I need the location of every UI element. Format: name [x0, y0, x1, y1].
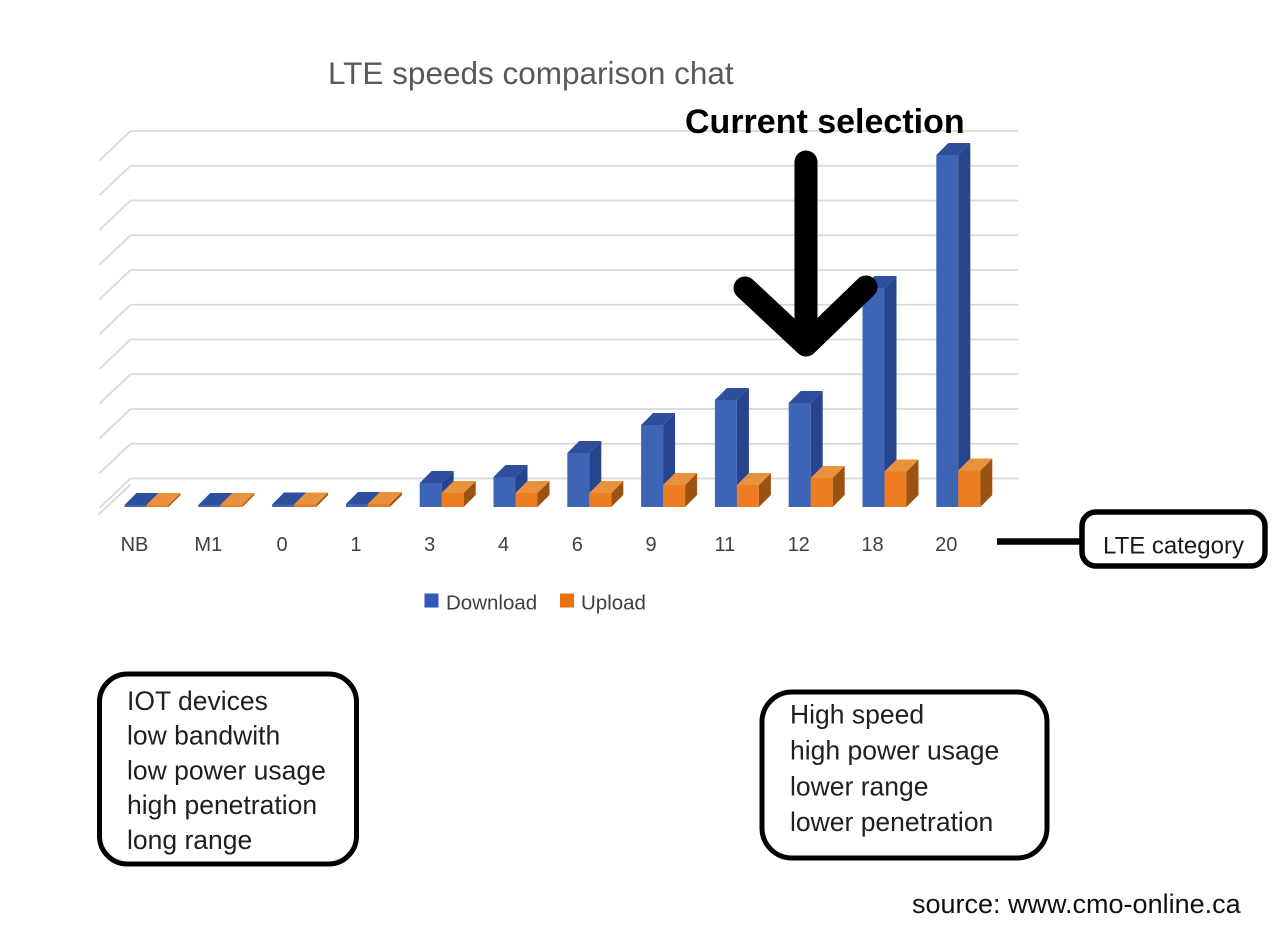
svg-text:LTE speeds comparison chat: LTE speeds comparison chat	[328, 55, 734, 91]
svg-text:low power usage: low power usage	[127, 755, 326, 785]
svg-text:source: www.cmo-online.ca: source: www.cmo-online.ca	[912, 889, 1242, 919]
svg-text:Current selection: Current selection	[685, 103, 965, 141]
svg-text:12: 12	[788, 534, 810, 556]
svg-text:18: 18	[861, 534, 883, 556]
svg-text:NB: NB	[121, 534, 149, 556]
svg-text:0: 0	[277, 534, 288, 556]
svg-text:3: 3	[424, 534, 435, 556]
svg-text:9: 9	[646, 534, 657, 556]
svg-text:lower penetration: lower penetration	[790, 807, 993, 837]
svg-text:M1: M1	[194, 534, 222, 556]
svg-text:high penetration: high penetration	[127, 790, 317, 820]
svg-text:11: 11	[715, 534, 736, 556]
svg-text:Download: Download	[446, 592, 537, 615]
svg-text:high power usage: high power usage	[790, 736, 999, 766]
svg-text:low bandwith: low bandwith	[127, 721, 280, 751]
svg-text:IOT devices: IOT devices	[127, 686, 268, 716]
svg-text:6: 6	[572, 534, 583, 556]
svg-text:4: 4	[498, 534, 509, 556]
svg-text:Upload: Upload	[581, 592, 646, 615]
svg-text:1: 1	[350, 534, 361, 556]
svg-text:20: 20	[935, 534, 957, 556]
svg-text:LTE category: LTE category	[1103, 532, 1244, 559]
svg-text:High speed: High speed	[790, 700, 924, 730]
svg-text:long range: long range	[127, 825, 252, 855]
svg-text:lower range: lower range	[790, 771, 928, 801]
